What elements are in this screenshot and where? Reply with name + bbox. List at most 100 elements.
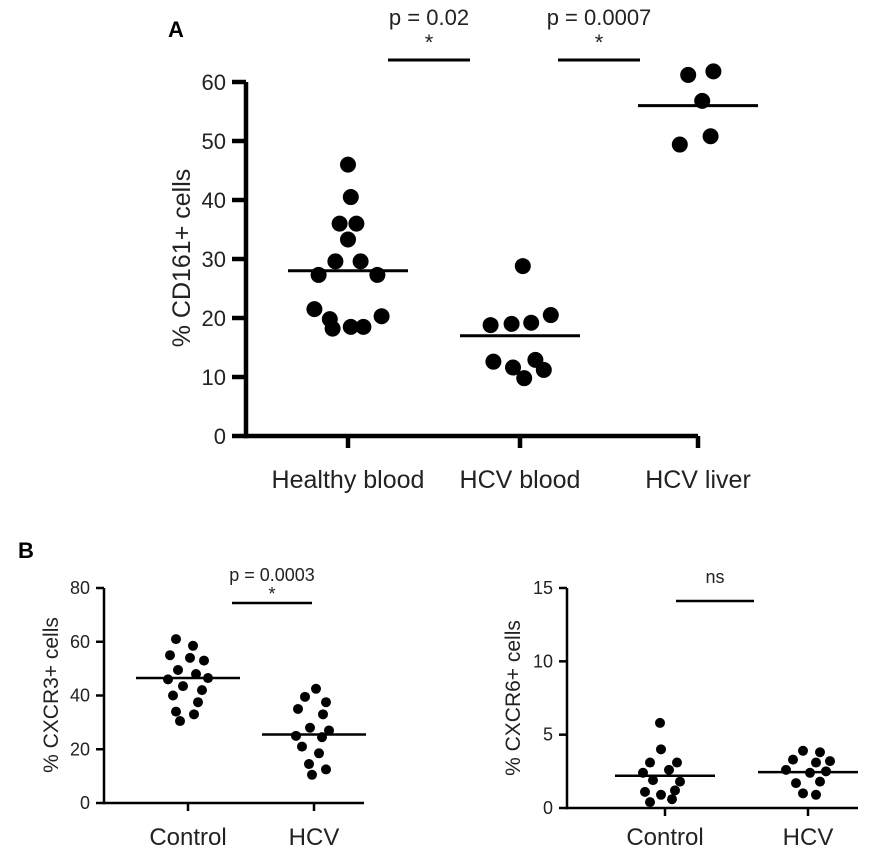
p-value-label: ns — [705, 567, 724, 587]
data-point — [523, 314, 540, 331]
data-point — [197, 685, 207, 696]
y-axis-title: % CXCR6+ cells — [502, 620, 525, 776]
data-point — [171, 634, 181, 645]
y-tick-label: 40 — [202, 188, 226, 213]
data-point — [348, 215, 365, 232]
data-point — [811, 789, 821, 800]
chart-b-left: 0 20 40 60 80 Control HCV % CXCR3+ cells p = 0.0… — [40, 565, 366, 851]
data-point — [514, 258, 531, 275]
significance-star: * — [425, 30, 434, 55]
p-value-label: p = 0.02 — [389, 5, 469, 30]
x-tick-label: Healthy blood — [272, 466, 425, 494]
data-point — [656, 744, 666, 755]
data-point — [671, 136, 688, 153]
data-point — [825, 756, 835, 767]
data-point — [640, 786, 650, 797]
data-point — [340, 156, 356, 173]
data-point — [648, 775, 658, 786]
y-tick-label: 15 — [533, 578, 553, 598]
y-tick-label: 0 — [214, 424, 226, 449]
data-point — [656, 789, 666, 800]
y-tick-label: 40 — [70, 686, 90, 706]
data-point — [516, 370, 533, 387]
data-point — [811, 757, 821, 768]
data-point — [702, 128, 719, 145]
data-point — [672, 757, 682, 768]
x-tick-label: HCV liver — [645, 466, 751, 494]
data-point — [798, 788, 808, 799]
data-point — [485, 353, 502, 370]
data-point — [331, 215, 348, 232]
data-point — [542, 307, 559, 324]
panel-label-a: A — [168, 17, 184, 42]
data-point — [342, 318, 359, 335]
data-point — [173, 664, 183, 675]
data-point — [291, 730, 301, 741]
data-point — [373, 308, 390, 325]
data-point — [781, 764, 791, 775]
y-axis-title: % CD161+ cells — [168, 169, 196, 348]
data-point — [482, 317, 499, 334]
data-point — [297, 741, 307, 752]
significance-star: * — [595, 30, 604, 55]
data-point — [815, 747, 825, 758]
data-point — [304, 759, 314, 770]
data-point — [340, 231, 356, 248]
p-value-label: p = 0.0003 — [229, 565, 315, 585]
data-point — [324, 725, 334, 736]
x-tick-label: HCV blood — [460, 466, 581, 494]
data-point — [321, 764, 331, 775]
y-axis-title: % CXCR3+ cells — [40, 617, 63, 773]
y-tick-label: 20 — [202, 306, 226, 331]
x-tick-label: HCV — [289, 824, 340, 851]
data-point — [188, 640, 198, 651]
y-tick-label: 5 — [543, 725, 553, 745]
data-point — [355, 318, 372, 335]
data-point — [175, 716, 185, 727]
data-point — [193, 697, 203, 708]
data-point — [505, 359, 521, 376]
data-point — [293, 703, 303, 714]
chart-a: 0 10 20 30 40 50 60 Healthy blood HCV blood HCV l… — [168, 5, 758, 494]
data-point — [165, 650, 175, 661]
data-point — [300, 691, 310, 702]
data-point — [645, 797, 655, 808]
data-point — [199, 655, 209, 666]
data-point — [815, 776, 825, 787]
data-point — [791, 778, 801, 789]
data-point — [311, 683, 321, 694]
data-point — [352, 253, 369, 270]
panel-label-b: B — [18, 538, 34, 563]
data-point — [171, 706, 181, 717]
chart-b-right: 0 5 10 15 Control HCV % CXCR6+ cells ns — [502, 567, 858, 851]
data-point — [163, 674, 173, 685]
data-point — [664, 764, 674, 775]
data-point — [645, 757, 655, 768]
data-point — [306, 301, 323, 318]
y-tick-label: 80 — [70, 578, 90, 598]
data-point — [191, 669, 201, 679]
data-point — [318, 709, 328, 720]
y-tick-label: 0 — [543, 798, 553, 818]
data-point — [535, 361, 552, 378]
data-point — [670, 785, 680, 796]
y-tick-label: 30 — [202, 247, 226, 272]
data-point — [342, 189, 359, 206]
y-tick-label: 60 — [202, 70, 226, 95]
data-point — [314, 748, 324, 759]
x-tick-label: Control — [149, 824, 226, 851]
data-point — [667, 794, 677, 805]
y-tick-label: 50 — [202, 129, 226, 154]
data-point — [705, 63, 722, 80]
data-point — [305, 722, 315, 733]
y-tick-label: 10 — [533, 651, 553, 671]
data-point — [680, 66, 697, 83]
data-point — [307, 769, 317, 780]
significance-star: * — [268, 584, 275, 604]
data-point — [675, 776, 685, 787]
data-point — [798, 745, 808, 756]
data-point — [178, 681, 188, 692]
y-tick-label: 0 — [80, 793, 90, 813]
p-value-label: p = 0.0007 — [547, 5, 652, 30]
